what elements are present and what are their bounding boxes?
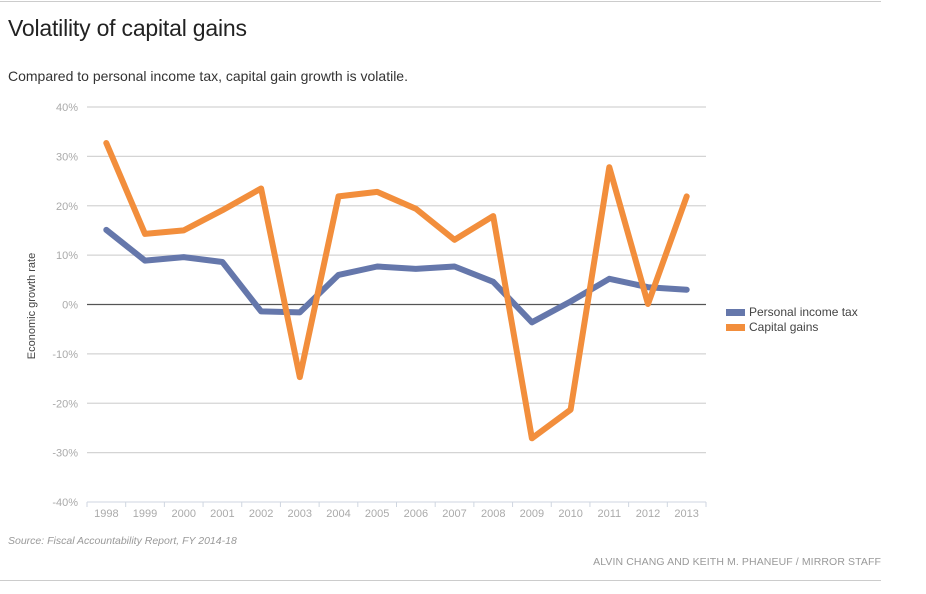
- bottom-divider: [0, 580, 881, 581]
- x-tick-label: 1998: [94, 508, 118, 520]
- y-tick-label: 0%: [62, 300, 78, 312]
- y-axis-title: Economic growth rate: [26, 253, 38, 359]
- source-note: Source: Fiscal Accountability Report, FY…: [8, 535, 237, 547]
- series-lines: [103, 140, 690, 442]
- legend-swatch: [726, 324, 745, 331]
- chart-title: Volatility of capital gains: [8, 15, 247, 41]
- x-axis: 1998 1999 2000 2001 2002 2003 2004 2005 2006 2007…: [86, 501, 707, 520]
- legend-label: Personal income tax: [749, 305, 858, 319]
- x-tick-label: 2002: [249, 508, 273, 520]
- legend-label: Capital gains: [749, 320, 818, 334]
- x-tick-label: 2001: [210, 508, 234, 520]
- y-tick-label: -10%: [52, 349, 78, 361]
- y-tick-label: -20%: [52, 398, 78, 410]
- x-tick-label: 2013: [674, 508, 698, 520]
- x-tick-label: 2011: [597, 508, 621, 520]
- top-divider: [0, 1, 881, 2]
- series-line-capital-gains: [103, 140, 690, 442]
- gridlines: [87, 106, 706, 454]
- x-tick-label: 2004: [326, 508, 350, 520]
- x-tick-label: 2008: [481, 508, 505, 520]
- x-tick-label: 2009: [520, 508, 544, 520]
- x-tick-label: 2012: [636, 508, 660, 520]
- chart-subtitle: Compared to personal income tax, capital…: [8, 68, 408, 84]
- y-tick-label: 40%: [56, 102, 78, 114]
- x-tick-label: 1999: [133, 508, 157, 520]
- x-tick-label: 2006: [404, 508, 428, 520]
- credit-line: ALVIN CHANG AND KEITH M. PHANEUF / MIRRO…: [593, 556, 881, 568]
- y-axis-ticks: 40% 30% 20% 10% 0% -10% -20% -30% -40%: [52, 102, 78, 509]
- x-tick-label: 2005: [365, 508, 389, 520]
- y-tick-label: 10%: [56, 250, 78, 262]
- x-tick-label: 2000: [171, 508, 195, 520]
- y-tick-label: 20%: [56, 201, 78, 213]
- x-tick-label: 2007: [442, 508, 466, 520]
- y-tick-label: 30%: [56, 151, 78, 163]
- x-tick-label: 2003: [288, 508, 312, 520]
- y-tick-label: -40%: [52, 497, 78, 509]
- legend-swatch: [726, 309, 745, 316]
- y-tick-label: -30%: [52, 448, 78, 460]
- x-tick-label: 2010: [558, 508, 582, 520]
